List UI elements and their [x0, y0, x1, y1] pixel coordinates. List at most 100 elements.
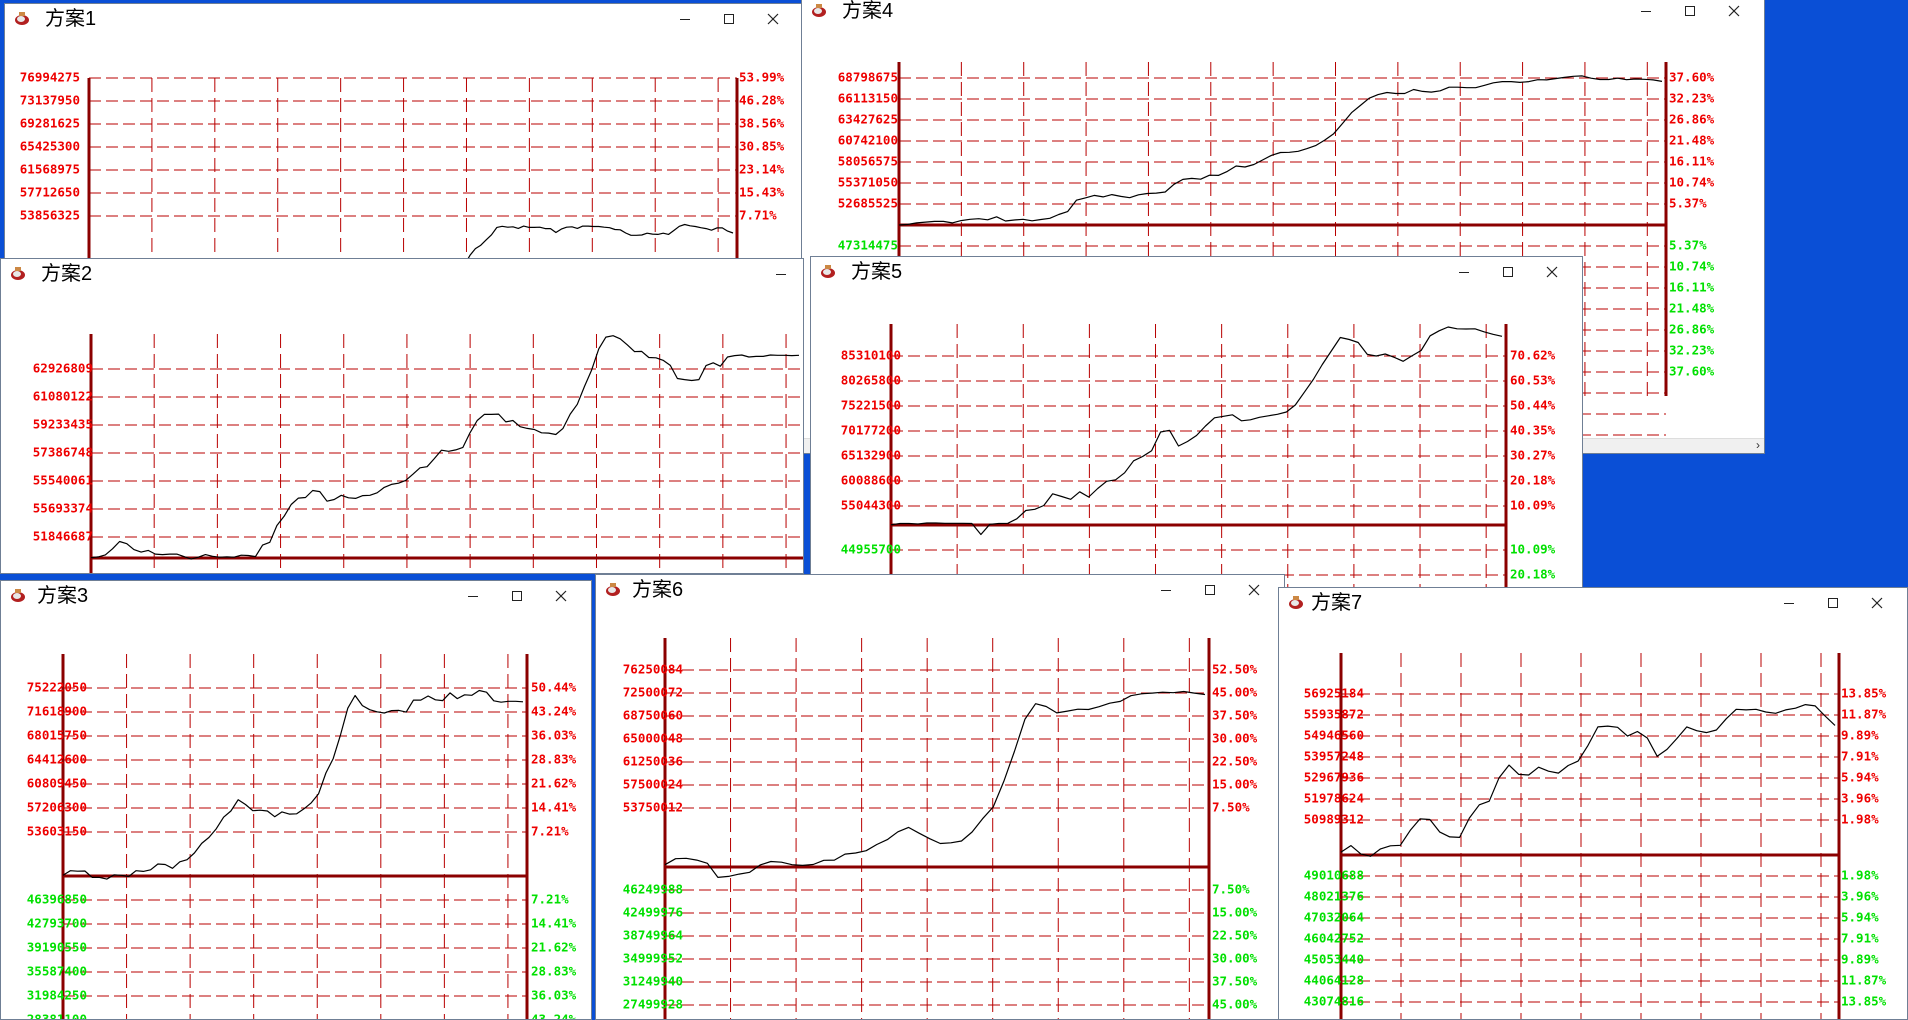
minimize-icon [1784, 602, 1794, 604]
right-tick-label: 36.03% [531, 728, 577, 743]
right-tick-label: 28.83% [531, 752, 577, 767]
maximize-button[interactable] [1188, 575, 1232, 604]
equity-line [1340, 703, 1836, 857]
app-icon [1289, 596, 1303, 609]
right-tick-label: 26.86% [1669, 322, 1715, 337]
minimize-button[interactable] [1624, 0, 1668, 25]
maximize-button[interactable] [707, 4, 751, 33]
right-tick-label: 43.24% [531, 704, 577, 719]
left-tick-label: 56925184 [1304, 686, 1364, 701]
scroll-right-icon[interactable]: › [1756, 438, 1760, 452]
maximize-button[interactable] [1668, 0, 1712, 25]
minimize-button[interactable] [759, 259, 803, 288]
minimize-button[interactable] [451, 581, 495, 610]
close-button[interactable] [751, 4, 795, 33]
chart-area: 76994275 73137950 69281625 65425300 61568975… [5, 33, 803, 260]
left-tick-label: 60742100 [838, 133, 898, 148]
right-tick-label: 13.85% [1841, 994, 1887, 1009]
left-tick-label: 57386748 [33, 445, 93, 460]
right-tick-label: 10.09% [1510, 542, 1556, 557]
chart-area: 85310100 80265800 75221500 70177200 65132900… [811, 286, 1582, 589]
close-button[interactable] [1232, 575, 1276, 604]
close-icon [555, 590, 567, 601]
left-tick-label: 71618900 [27, 704, 87, 719]
left-tick-label: 70177200 [841, 423, 901, 438]
right-tick-label: 30.27% [1510, 448, 1556, 463]
maximize-icon [1205, 584, 1215, 595]
right-tick-label: 16.11% [1669, 280, 1715, 295]
title-bar[interactable]: 方案5 [811, 257, 1582, 286]
equity-chart: 56925184 55935872 54946560 53957248 52967936… [1304, 653, 1887, 1019]
left-tick-label: 51846687 [33, 529, 93, 544]
close-button[interactable] [1712, 0, 1756, 25]
equity-chart: 76994275 73137950 69281625 65425300 61568975… [20, 70, 785, 260]
close-button[interactable] [1530, 257, 1574, 286]
minimize-button[interactable] [1442, 257, 1486, 286]
right-tick-label: 7.50% [1212, 800, 1250, 815]
minimize-icon [468, 595, 478, 597]
left-tick-label: 46042752 [1304, 931, 1364, 946]
grid-lines [665, 638, 1209, 1019]
window-title: 方案4 [842, 0, 894, 22]
right-tick-label: 50.44% [1510, 398, 1556, 413]
left-tick-label: 38749964 [623, 928, 683, 943]
close-icon [1248, 584, 1260, 595]
right-tick-label: 15.43% [739, 185, 785, 200]
right-tick-label: 50.44% [531, 680, 577, 695]
close-icon [767, 13, 779, 24]
window-scheme-5[interactable]: 方案5 85310100 80265800 75221500 70177200 6513… [810, 256, 1583, 590]
title-bar[interactable]: 方案6 [596, 575, 1284, 604]
right-tick-label: 7.71% [739, 208, 777, 223]
left-tick-label: 46396850 [27, 892, 87, 907]
minimize-button[interactable] [663, 4, 707, 33]
left-tick-label: 34999952 [623, 951, 683, 966]
window-scheme-1[interactable]: 方案1 76994275 73137950 69281625 65425300 6156… [4, 3, 804, 261]
right-tick-label: 16.11% [1669, 154, 1715, 169]
window-scheme-2[interactable]: 方案2 62926809 61080122 59233435 57386748 5554… [0, 258, 804, 574]
left-tick-label: 60809450 [27, 776, 87, 791]
maximize-button[interactable] [495, 581, 539, 610]
right-tick-label: 11.87% [1841, 707, 1887, 722]
right-tick-label: 14.41% [531, 916, 577, 931]
equity-chart: 76250084 72500072 68750060 65000048 61250036… [623, 638, 1258, 1019]
left-tick-label: 60088600 [841, 473, 901, 488]
title-bar[interactable]: 方案7 [1279, 588, 1907, 617]
left-tick-label: 55935872 [1304, 707, 1364, 722]
minimize-icon [680, 18, 690, 20]
title-bar[interactable]: 方案2 [1, 259, 803, 288]
right-tick-label: 22.50% [1212, 754, 1258, 769]
right-tick-label: 30.00% [1212, 731, 1258, 746]
left-tick-label: 50989312 [1304, 812, 1364, 827]
minimize-button[interactable] [1767, 588, 1811, 617]
right-tick-label: 30.00% [1212, 951, 1258, 966]
left-tick-label: 85310100 [841, 348, 901, 363]
window-scheme-3[interactable]: 方案3 75222050 71618900 68015750 64412600 6080… [0, 580, 592, 1020]
right-tick-label: 5.37% [1669, 196, 1707, 211]
close-button[interactable] [539, 581, 583, 610]
window-scheme-7[interactable]: 方案7 56925184 55935872 54946560 53957248 5296… [1278, 587, 1908, 1020]
left-tick-label: 68798675 [838, 70, 898, 85]
right-tick-label: 40.35% [1510, 423, 1556, 438]
left-tick-label: 65000048 [623, 731, 683, 746]
right-tick-label: 52.50% [1212, 662, 1258, 677]
window-title: 方案1 [45, 8, 97, 30]
close-button[interactable] [1855, 588, 1899, 617]
title-bar[interactable]: 方案4 [802, 0, 1764, 25]
title-bar[interactable]: 方案1 [5, 4, 803, 33]
maximize-button[interactable] [1486, 257, 1530, 286]
window-scheme-6[interactable]: 方案6 76250084 72500072 68750060 65000048 6125… [595, 574, 1285, 1020]
left-tick-label: 57712650 [20, 185, 80, 200]
right-tick-label: 10.09% [1510, 498, 1556, 513]
right-tick-label: 1.98% [1841, 812, 1879, 827]
minimize-button[interactable] [1144, 575, 1188, 604]
right-tick-label: 21.62% [531, 776, 577, 791]
maximize-icon [1503, 266, 1513, 277]
grid-lines [1341, 653, 1839, 1019]
close-icon [1728, 5, 1740, 16]
equity-line [466, 223, 734, 260]
maximize-button[interactable] [1811, 588, 1855, 617]
grid-lines [63, 654, 527, 1019]
left-tick-label: 47032064 [1304, 910, 1364, 925]
left-tick-label: 75222050 [27, 680, 87, 695]
title-bar[interactable]: 方案3 [1, 581, 591, 610]
